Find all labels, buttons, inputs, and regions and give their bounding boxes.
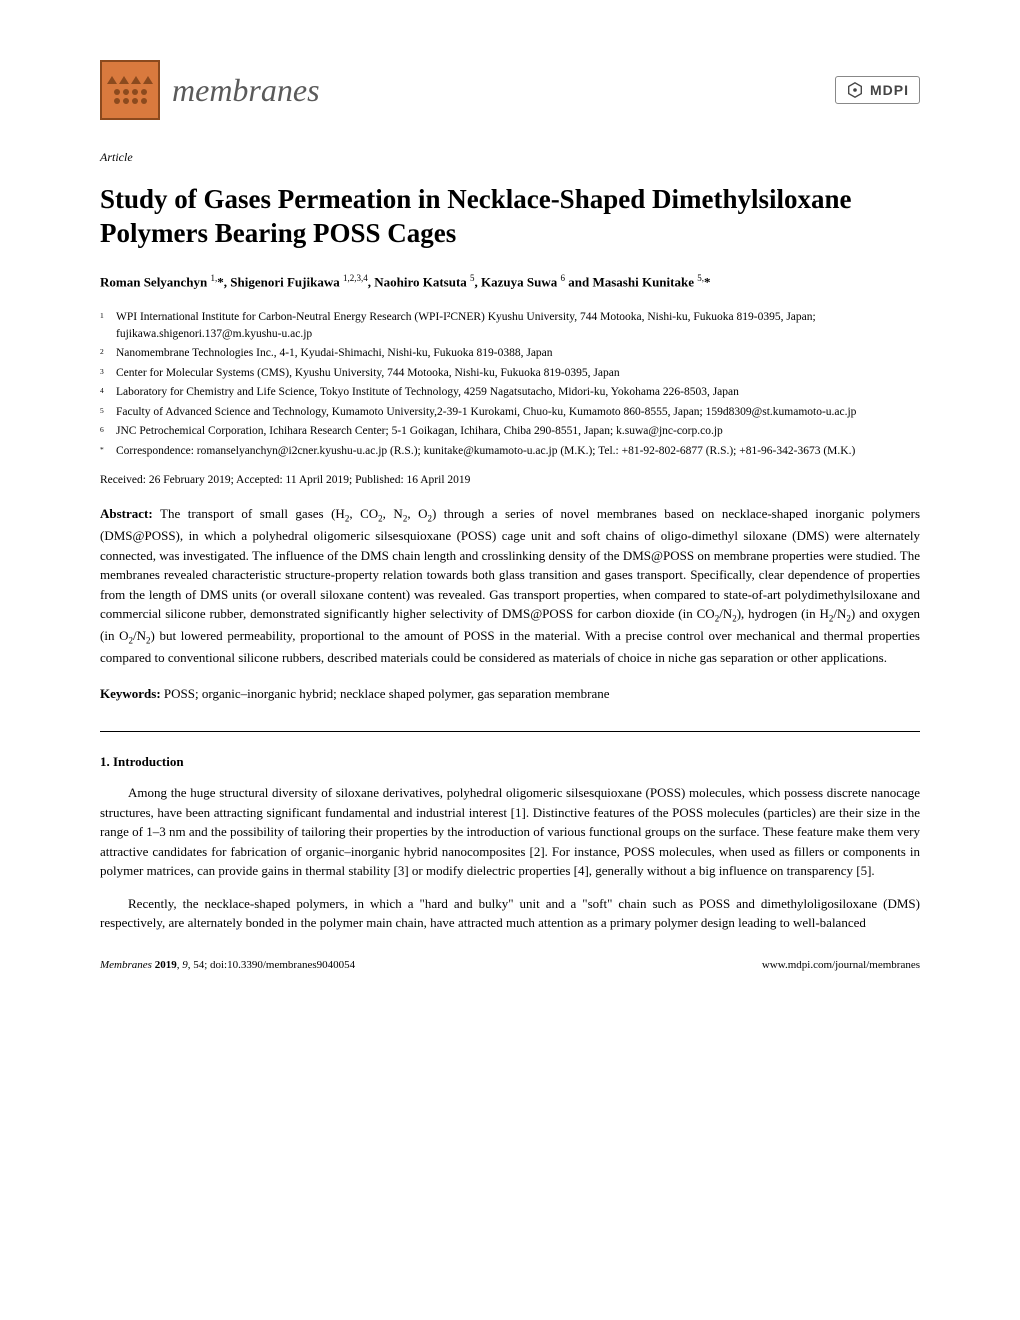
affiliation-item: 4Laboratory for Chemistry and Life Scien…: [100, 384, 920, 402]
affiliation-marker: 2: [100, 345, 116, 363]
mdpi-hex-icon: [846, 81, 864, 99]
affiliation-item: 1WPI International Institute for Carbon-…: [100, 309, 920, 344]
affiliation-item: 5Faculty of Advanced Science and Technol…: [100, 404, 920, 422]
affiliation-marker: *: [100, 443, 116, 461]
affiliation-marker: 4: [100, 384, 116, 402]
affiliations-list: 1WPI International Institute for Carbon-…: [100, 309, 920, 461]
affiliation-text: Faculty of Advanced Science and Technolo…: [116, 404, 920, 422]
journal-logo: membranes: [100, 60, 320, 120]
abstract: Abstract: The transport of small gases (…: [100, 504, 920, 668]
affiliation-text: Laboratory for Chemistry and Life Scienc…: [116, 384, 920, 402]
intro-paragraph-1: Among the huge structural diversity of s…: [100, 783, 920, 881]
abstract-label: Abstract:: [100, 506, 153, 521]
footer-citation: Membranes 2019, 9, 54; doi:10.3390/membr…: [100, 959, 355, 971]
keywords: Keywords: POSS; organic–inorganic hybrid…: [100, 684, 920, 704]
affiliation-item: 3Center for Molecular Systems (CMS), Kyu…: [100, 365, 920, 383]
article-title: Study of Gases Permeation in Necklace-Sh…: [100, 183, 920, 251]
abstract-text: The transport of small gases (H2, CO2, N…: [100, 506, 920, 665]
keywords-label: Keywords:: [100, 686, 161, 701]
author-list: Roman Selyanchyn 1,*, Shigenori Fujikawa…: [100, 271, 920, 293]
page-footer: Membranes 2019, 9, 54; doi:10.3390/membr…: [100, 959, 920, 971]
keywords-text: POSS; organic–inorganic hybrid; necklace…: [164, 686, 610, 701]
journal-name: membranes: [172, 72, 320, 109]
affiliation-item: *Correspondence: romanselyanchyn@i2cner.…: [100, 443, 920, 461]
affiliation-item: 6JNC Petrochemical Corporation, Ichihara…: [100, 423, 920, 441]
affiliation-text: JNC Petrochemical Corporation, Ichihara …: [116, 423, 920, 441]
publication-dates: Received: 26 February 2019; Accepted: 11…: [100, 474, 920, 486]
intro-paragraph-2: Recently, the necklace-shaped polymers, …: [100, 894, 920, 933]
publisher-logo: MDPI: [835, 76, 920, 104]
publisher-name: MDPI: [870, 82, 909, 98]
affiliation-marker: 5: [100, 404, 116, 422]
affiliation-text: WPI International Institute for Carbon-N…: [116, 309, 920, 344]
membranes-logo-icon: [100, 60, 160, 120]
article-type: Article: [100, 150, 920, 165]
footer-url: www.mdpi.com/journal/membranes: [762, 959, 920, 971]
affiliation-marker: 1: [100, 309, 116, 344]
affiliation-item: 2Nanomembrane Technologies Inc., 4-1, Ky…: [100, 345, 920, 363]
affiliation-text: Correspondence: romanselyanchyn@i2cner.k…: [116, 443, 920, 461]
affiliation-marker: 3: [100, 365, 116, 383]
section-heading-intro: 1. Introduction: [100, 754, 920, 770]
page-header: membranes MDPI: [100, 60, 920, 120]
section-divider: [100, 731, 920, 732]
affiliation-text: Nanomembrane Technologies Inc., 4-1, Kyu…: [116, 345, 920, 363]
affiliation-text: Center for Molecular Systems (CMS), Kyus…: [116, 365, 920, 383]
affiliation-marker: 6: [100, 423, 116, 441]
